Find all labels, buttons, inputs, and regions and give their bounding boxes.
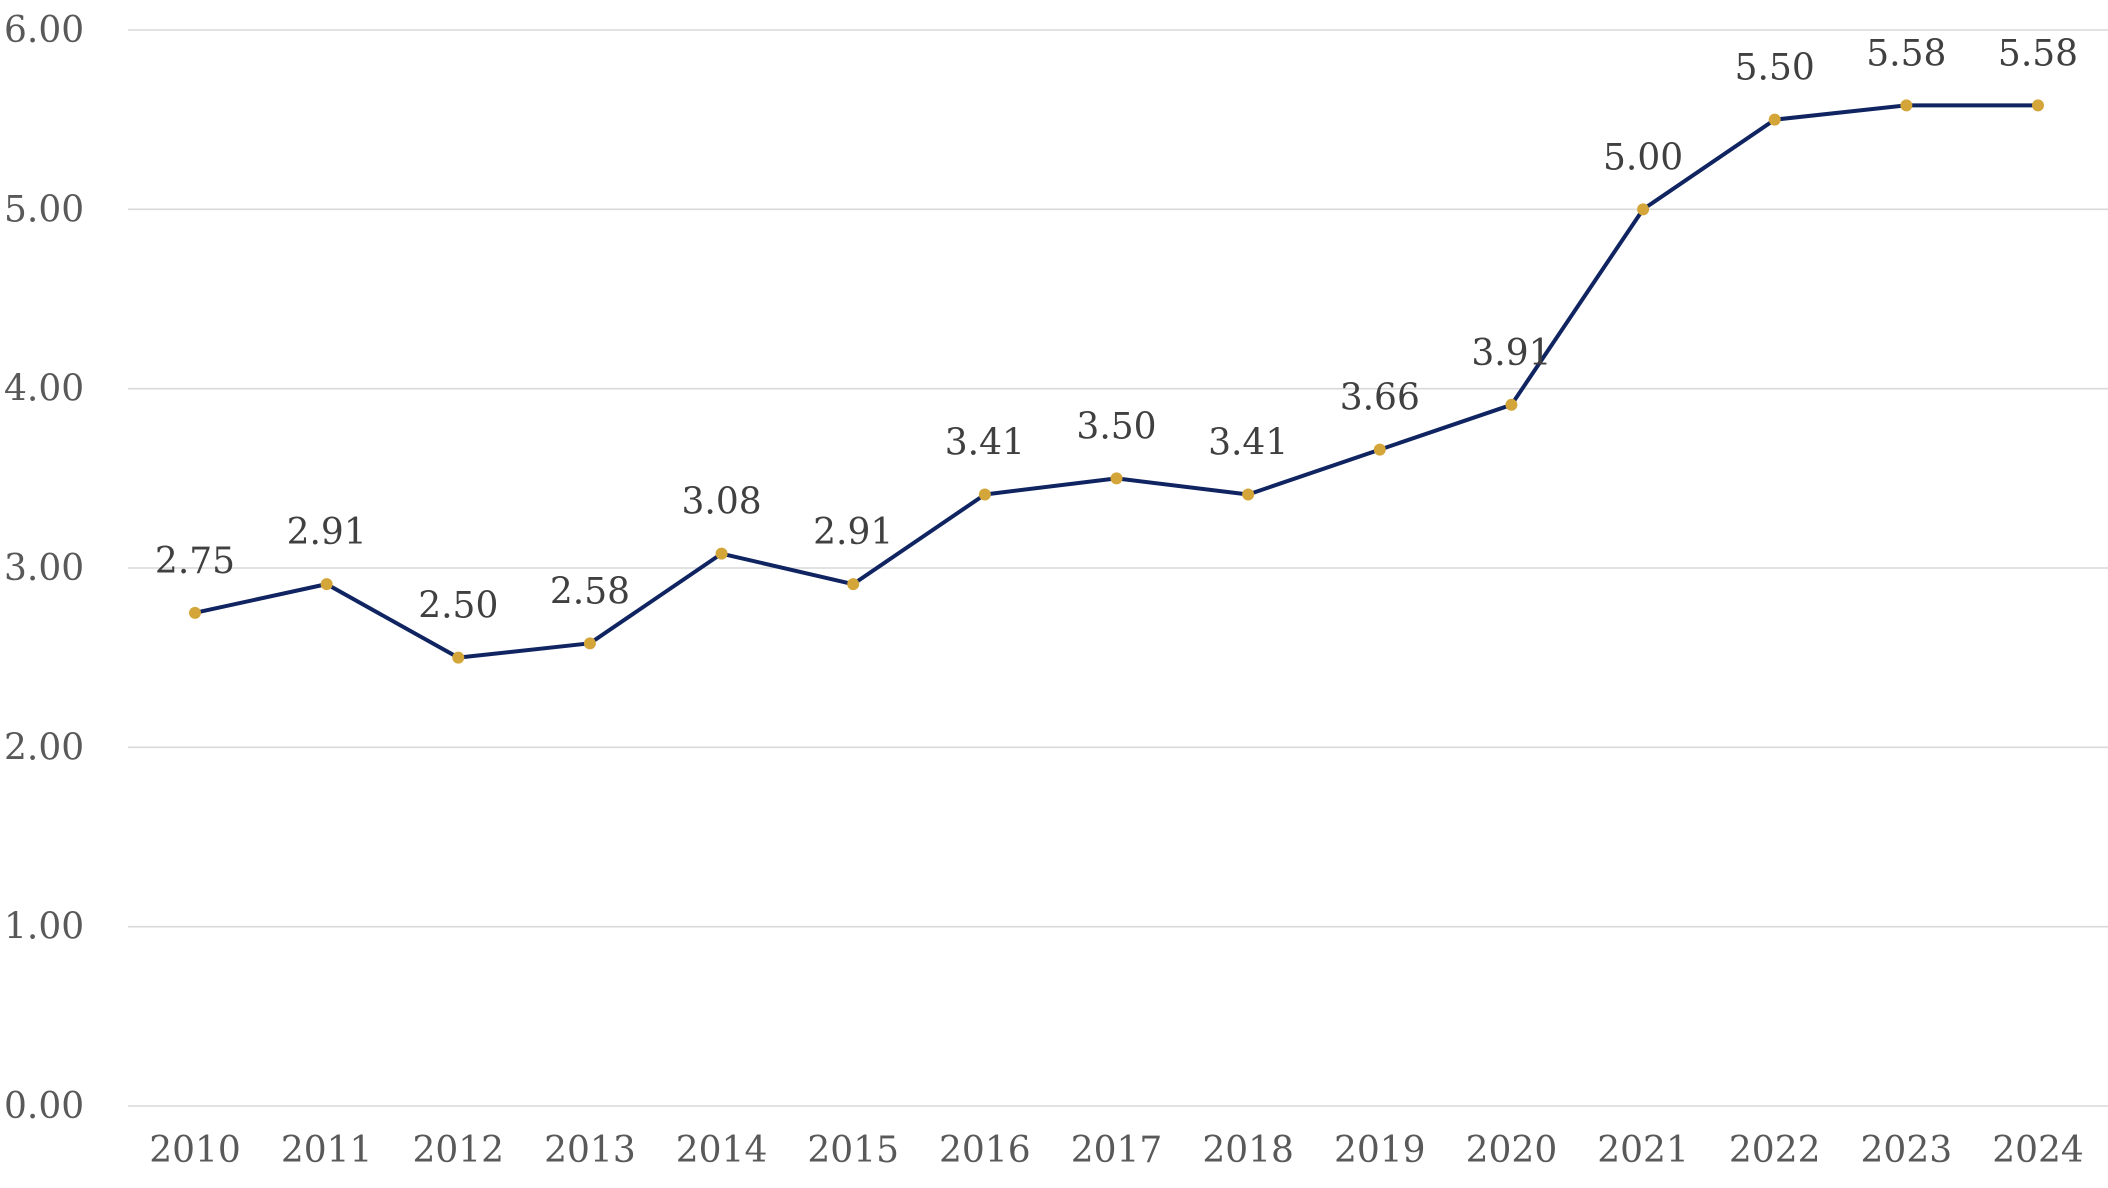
- data-label: 3.08: [681, 482, 761, 523]
- x-tick-label: 2013: [544, 1130, 636, 1171]
- x-tick-label: 2014: [676, 1130, 768, 1171]
- data-point-marker: [1373, 443, 1386, 456]
- y-axis-tick-labels: 0.00 1.00 2.00 3.00 4.00 5.00 6.00: [4, 10, 84, 1127]
- data-label: 3.41: [945, 422, 1025, 463]
- x-tick-label: 2016: [939, 1130, 1031, 1171]
- x-tick-label: 2023: [1861, 1130, 1953, 1171]
- data-label: 2.91: [287, 512, 367, 553]
- data-label: 2.75: [155, 541, 235, 582]
- data-point-marker: [320, 578, 333, 591]
- data-point-marker: [1505, 398, 1518, 411]
- data-label: 3.50: [1076, 406, 1156, 447]
- data-point-marker: [583, 637, 596, 650]
- series-layer: [189, 99, 2044, 664]
- data-point-marker: [1900, 99, 1913, 112]
- y-tick-label: 6.00: [4, 10, 84, 51]
- data-label: 2.91: [813, 512, 893, 553]
- data-point-marker: [847, 578, 860, 591]
- data-label: 5.50: [1735, 48, 1815, 89]
- data-label: 5.58: [1998, 33, 2078, 74]
- data-label: 5.00: [1603, 137, 1683, 178]
- y-tick-label: 4.00: [4, 369, 84, 410]
- x-tick-label: 2012: [412, 1130, 504, 1171]
- data-point-marker: [1110, 472, 1123, 485]
- x-tick-label: 2022: [1729, 1130, 1821, 1171]
- data-point-marker: [2032, 99, 2044, 112]
- x-tick-label: 2015: [807, 1130, 899, 1171]
- x-tick-label: 2017: [1071, 1130, 1163, 1171]
- data-point-marker: [1768, 113, 1781, 126]
- y-tick-label: 2.00: [4, 727, 84, 768]
- data-point-marker: [1242, 488, 1255, 501]
- x-tick-label: 2021: [1597, 1130, 1689, 1171]
- x-tick-label: 2018: [1202, 1130, 1294, 1171]
- series-line: [193, 103, 2040, 660]
- data-label: 3.41: [1208, 422, 1288, 463]
- data-label: 3.66: [1340, 378, 1420, 419]
- gridlines: [128, 29, 2108, 1107]
- y-tick-label: 5.00: [4, 189, 84, 230]
- data-labels: 2.75 2.91 2.50 2.58 3.08 2.91 3.41 3.50 3.41 3.66…: [155, 33, 2078, 626]
- data-point-marker: [978, 488, 991, 501]
- data-label: 3.91: [1471, 333, 1551, 374]
- y-tick-label: 0.00: [4, 1086, 84, 1127]
- data-label: 2.58: [550, 571, 630, 612]
- y-tick-label: 1.00: [4, 907, 84, 948]
- x-tick-label: 2024: [1992, 1130, 2084, 1171]
- data-point-marker: [715, 547, 728, 560]
- x-tick-label: 2019: [1334, 1130, 1426, 1171]
- data-label: 5.58: [1866, 33, 1946, 74]
- data-point-marker: [452, 651, 465, 664]
- data-label: 2.50: [418, 586, 498, 627]
- y-tick-label: 3.00: [4, 548, 84, 589]
- x-tick-label: 2020: [1466, 1130, 1558, 1171]
- data-point-marker: [189, 606, 201, 619]
- data-point-marker: [1637, 203, 1650, 216]
- x-tick-label: 2011: [281, 1130, 373, 1171]
- x-axis-tick-labels: 2010 2011 2012 2013 2014 2015 2016 2017 2018 2019…: [149, 1130, 2084, 1171]
- x-tick-label: 2010: [149, 1130, 241, 1171]
